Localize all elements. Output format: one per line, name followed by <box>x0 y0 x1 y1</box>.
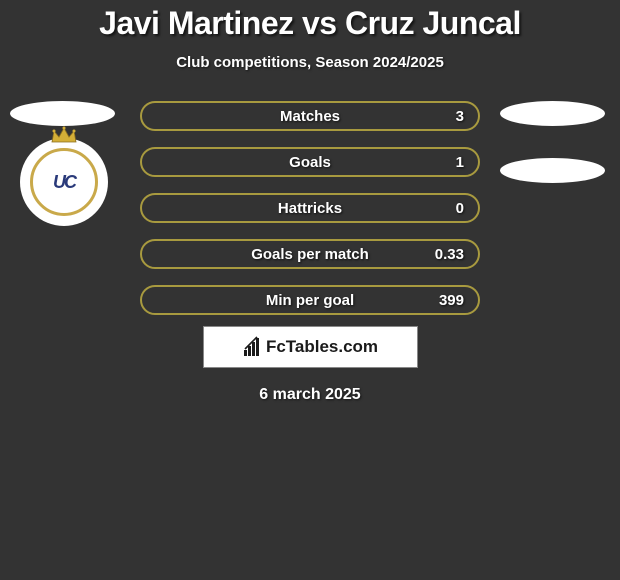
stat-value: 3 <box>456 108 464 125</box>
stat-value: 1 <box>456 154 464 171</box>
stat-value: 0.33 <box>435 246 464 263</box>
stat-row-goals: Goals 1 <box>140 147 480 177</box>
stat-rows: Matches 3 Goals 1 Hattricks 0 Goals per … <box>140 101 480 331</box>
subtitle: Club competitions, Season 2024/2025 <box>0 54 620 71</box>
comparison-card: Javi Martinez vs Cruz Juncal Club compet… <box>0 0 620 404</box>
stats-area: UC Matches 3 Goals 1 Hattricks 0 Goals p… <box>0 101 620 311</box>
player-right-oval-2 <box>500 158 605 183</box>
brand-box[interactable]: FcTables.com <box>203 326 418 368</box>
club-badge-inner: UC <box>30 148 98 216</box>
stat-row-min-per-goal: Min per goal 399 <box>140 285 480 315</box>
stat-row-goals-per-match: Goals per match 0.33 <box>140 239 480 269</box>
brand-text: FcTables.com <box>266 337 378 357</box>
left-badges-column: UC <box>10 101 120 226</box>
stat-row-matches: Matches 3 <box>140 101 480 131</box>
club-letters: UC <box>53 172 75 193</box>
stat-label: Matches <box>142 108 478 125</box>
page-title: Javi Martinez vs Cruz Juncal <box>0 5 620 42</box>
stat-value: 0 <box>456 200 464 217</box>
stat-label: Goals per match <box>142 246 478 263</box>
date: 6 march 2025 <box>0 386 620 404</box>
stat-label: Goals <box>142 154 478 171</box>
bar-chart-icon <box>242 336 264 358</box>
player-left-oval <box>10 101 115 126</box>
club-badge-left: UC <box>20 138 108 226</box>
stat-row-hattricks: Hattricks 0 <box>140 193 480 223</box>
stat-label: Hattricks <box>142 200 478 217</box>
crown-icon <box>49 126 79 144</box>
player-right-oval-1 <box>500 101 605 126</box>
stat-value: 399 <box>439 292 464 309</box>
right-badges-column <box>500 101 610 195</box>
stat-label: Min per goal <box>142 292 478 309</box>
